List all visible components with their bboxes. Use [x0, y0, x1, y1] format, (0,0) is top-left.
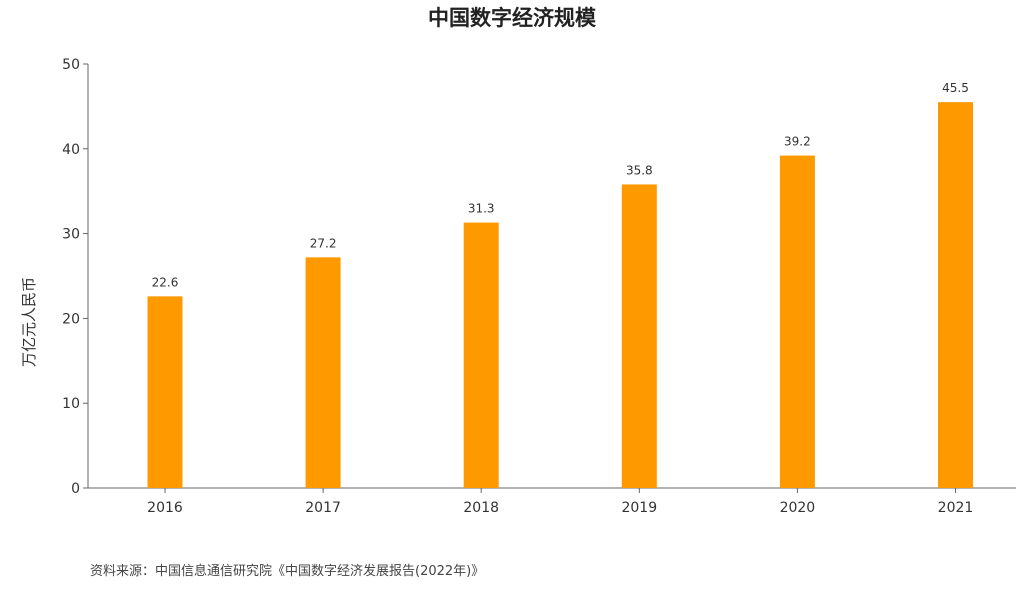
x-tick-label: 2020 [780, 500, 816, 516]
data-labels-group: 22.6 27.2 31.3 35.8 39.2 45.5 [152, 81, 969, 289]
source-note: 资料来源：中国信息通信研究院《中国数字经济发展报告(2022年)》 [90, 564, 485, 579]
bar [305, 257, 341, 488]
bar [463, 222, 499, 489]
y-tick-label: 20 [62, 311, 80, 327]
data-label: 31.3 [468, 202, 495, 216]
bar [779, 155, 815, 489]
bar [938, 102, 973, 488]
x-tick-label: 2017 [305, 500, 341, 516]
bars-group [147, 102, 973, 489]
data-label: 45.5 [942, 81, 969, 95]
y-tick-label: 30 [62, 227, 80, 243]
x-axis: 2016 2017 2018 2019 2020 2021 [88, 487, 1016, 516]
bar [621, 184, 657, 488]
y-axis-title: 万亿元人民币 [20, 277, 38, 367]
x-tick-label: 2018 [463, 500, 499, 516]
bar [147, 296, 183, 488]
x-tick-label: 2019 [621, 500, 657, 516]
data-label: 39.2 [784, 135, 811, 149]
x-tick-label: 2021 [938, 500, 974, 516]
y-axis: 0 10 20 30 40 50 [62, 57, 89, 497]
data-label: 35.8 [626, 163, 653, 177]
y-tick-label: 40 [62, 142, 80, 158]
y-tick-label: 0 [71, 481, 80, 497]
chart-title: 中国数字经济规模 [428, 6, 596, 30]
data-label: 22.6 [152, 275, 179, 289]
x-tick-label: 2016 [147, 500, 183, 516]
y-tick-label: 50 [62, 57, 80, 73]
data-label: 27.2 [310, 236, 337, 250]
y-tick-label: 10 [62, 396, 80, 412]
